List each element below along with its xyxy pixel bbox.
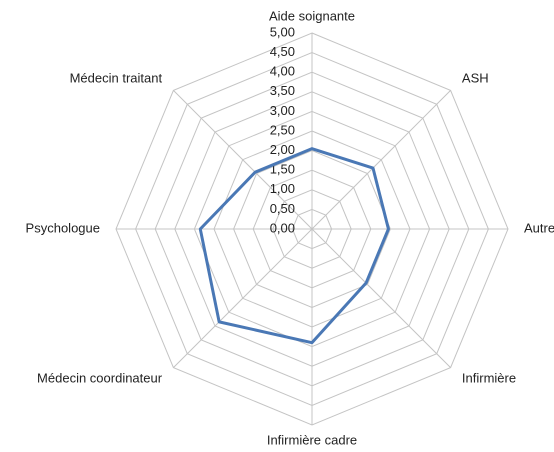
spoke <box>173 90 313 230</box>
series-line <box>198 147 390 345</box>
y-tick-label: 3,00 <box>270 103 295 118</box>
category-label: Médecin traitant <box>70 71 163 86</box>
category-label: Infirmière <box>462 370 516 385</box>
category-label: Autre <box>524 220 554 235</box>
y-tick-label: 4,50 <box>270 44 295 59</box>
y-tick-label: 4,00 <box>270 64 295 79</box>
y-tick-label: 1,00 <box>270 181 295 196</box>
category-label: ASH <box>462 71 489 86</box>
spoke <box>311 90 451 230</box>
category-label: Médecin coordinateur <box>37 370 163 385</box>
y-tick-label: 2,00 <box>270 142 295 157</box>
y-tick-label: 0,50 <box>270 201 295 216</box>
category-label: Aide soignante <box>269 8 355 23</box>
spoke <box>173 228 313 368</box>
category-label: Psychologue <box>26 220 100 235</box>
category-label: Infirmière cadre <box>267 432 357 447</box>
y-tick-label: 1,50 <box>270 162 295 177</box>
y-tick-label: 3,50 <box>270 83 295 98</box>
y-tick-label: 2,50 <box>270 122 295 137</box>
spoke <box>311 228 451 368</box>
y-tick-label: 0,00 <box>270 220 295 235</box>
y-tick-label: 5,00 <box>270 24 295 39</box>
